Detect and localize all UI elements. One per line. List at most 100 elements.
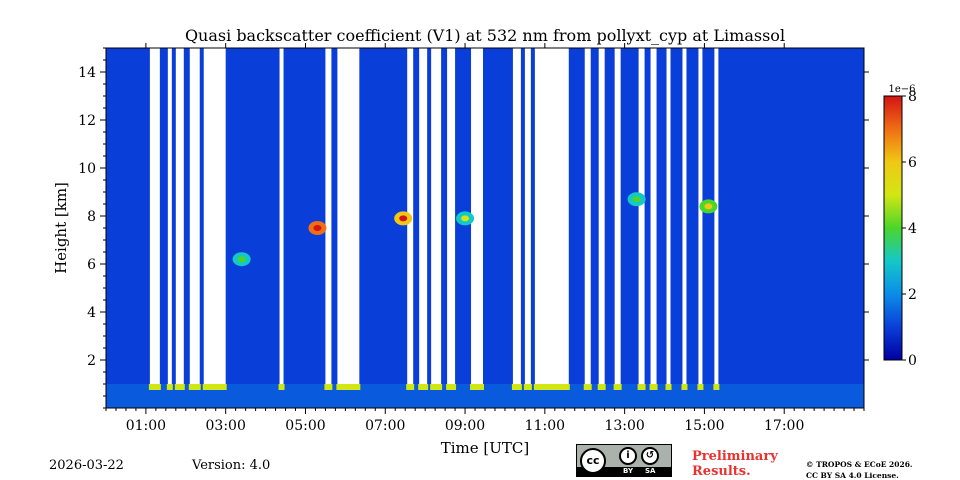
preliminary-line: Preliminary xyxy=(692,449,778,464)
share-alike-icon: ↺ xyxy=(641,447,659,465)
cloud-base xyxy=(446,384,457,390)
cloud-base xyxy=(681,384,688,390)
cloud-base xyxy=(406,384,415,390)
cloud-base xyxy=(470,384,485,390)
y-tick-label: 12 xyxy=(78,113,96,129)
cloud-base xyxy=(336,384,361,390)
cloud-base xyxy=(174,384,185,390)
colorbar-tick-label: 6 xyxy=(908,155,917,171)
cloud-base xyxy=(533,384,570,390)
cloud-gap xyxy=(638,48,645,387)
x-tick-label: 05:00 xyxy=(285,418,325,434)
cloud-gap xyxy=(419,48,428,387)
aerosol-feature-core xyxy=(704,203,713,210)
person-icon: i xyxy=(619,447,637,465)
copyright-line: © TROPOS & ECoE 2026. xyxy=(806,460,913,469)
cloud-base xyxy=(637,384,646,390)
boundary-layer xyxy=(106,384,864,408)
cloud-base xyxy=(583,384,592,390)
colorbar: 0 2 4 6 81e−6 xyxy=(883,84,917,369)
cloud-base xyxy=(697,384,704,390)
cloud-gap xyxy=(666,48,671,387)
aerosol-feature-core xyxy=(632,196,641,203)
y-axis-label: Height [km] xyxy=(52,182,70,274)
y-tick-label: 6 xyxy=(87,257,96,273)
x-axis-label: Time [UTC] xyxy=(441,439,530,457)
aerosol-feature-core xyxy=(237,256,246,263)
cloud-base xyxy=(202,384,227,390)
cloud-base xyxy=(278,384,285,390)
y-tick-label: 4 xyxy=(87,305,96,321)
cloud-gap xyxy=(534,48,569,387)
x-tick-label: 17:00 xyxy=(764,418,804,434)
cc-license-badge[interactable]: cc i ↺ BY SA xyxy=(576,444,672,477)
cloud-gap xyxy=(471,48,484,387)
cloud-base xyxy=(324,384,333,390)
colorbar-tick-label: 0 xyxy=(908,353,917,369)
cloud-gap xyxy=(650,48,657,387)
cloud-base xyxy=(166,384,173,390)
cloud-gap xyxy=(524,48,531,387)
colorbar-tick-label: 2 xyxy=(908,287,917,303)
preliminary-notice: Preliminary Results. xyxy=(692,449,778,479)
y-tick-label: 8 xyxy=(87,209,96,225)
version-label: Version: 4.0 xyxy=(192,458,271,473)
cloud-gap xyxy=(512,48,521,387)
cloud-base xyxy=(597,384,606,390)
x-tick-label: 01:00 xyxy=(126,418,166,434)
x-tick-label: 03:00 xyxy=(206,418,246,434)
cloud-gap xyxy=(175,48,184,387)
heatmap-background xyxy=(106,48,864,408)
backscatter-heatmap xyxy=(106,48,864,408)
chart-title: Quasi backscatter coefficient (V1) at 53… xyxy=(185,26,785,45)
cloud-base xyxy=(148,384,161,390)
colorbar-scale-label: 1e−6 xyxy=(888,84,915,95)
colorbar-bar xyxy=(883,95,903,361)
cloud-gap xyxy=(447,48,456,387)
aerosol-feature-core xyxy=(461,215,470,222)
cloud-gap xyxy=(614,48,621,387)
cloud-gap xyxy=(714,48,719,387)
cloud-base xyxy=(418,384,429,390)
aerosol-feature-core xyxy=(313,225,322,231)
cloud-gap xyxy=(203,48,226,387)
x-tick-label: 07:00 xyxy=(365,418,405,434)
cloud-gap xyxy=(149,48,160,387)
cloud-base xyxy=(523,384,532,390)
sa-label: SA xyxy=(645,467,656,475)
cloud-gap xyxy=(167,48,172,387)
cc-icon: cc xyxy=(580,448,606,474)
cloud-gap xyxy=(189,48,200,387)
x-tick-label: 15:00 xyxy=(684,418,724,434)
y-tick-label: 14 xyxy=(78,65,96,81)
license-line: CC BY SA 4.0 License. xyxy=(806,471,899,480)
x-tick-label: 11:00 xyxy=(525,418,565,434)
x-tick-label: 13:00 xyxy=(604,418,644,434)
cloud-gap xyxy=(682,48,687,387)
aerosol-feature-core xyxy=(399,215,408,222)
results-line: Results. xyxy=(692,464,751,479)
y-tick-label: 10 xyxy=(78,161,96,177)
colorbar-tick-label: 4 xyxy=(908,221,917,237)
y-tick-label: 2 xyxy=(87,353,96,369)
date-label: 2026-03-22 xyxy=(49,458,124,473)
copyright-notice: © TROPOS & ECoE 2026. CC BY SA 4.0 Licen… xyxy=(806,459,913,480)
cloud-gap xyxy=(325,48,332,387)
cloud-base xyxy=(613,384,622,390)
by-label: BY xyxy=(623,467,634,475)
cloud-base xyxy=(430,384,443,390)
cloud-base xyxy=(511,384,522,390)
cloud-gap xyxy=(584,48,591,387)
cloud-base xyxy=(713,384,720,390)
cloud-gap xyxy=(431,48,442,387)
x-tick-label: 09:00 xyxy=(445,418,485,434)
cloud-base xyxy=(665,384,672,390)
colorbar-tick-label: 8 xyxy=(908,89,917,105)
cloud-gap xyxy=(337,48,360,387)
cloud-base xyxy=(188,384,201,390)
cloud-base xyxy=(649,384,658,390)
chart-axes: Quasi backscatter coefficient (V1) at 53… xyxy=(52,26,869,457)
cloud-gap xyxy=(279,48,284,387)
